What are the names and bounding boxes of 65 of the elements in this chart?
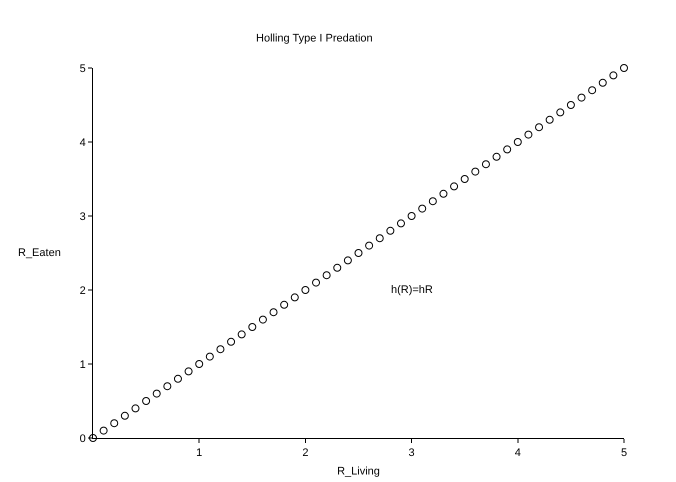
point (546, 116, 554, 124)
x-tick-label: 5 (620, 447, 628, 460)
point (566, 101, 575, 109)
point (439, 190, 448, 198)
point (588, 86, 596, 94)
point (110, 419, 118, 428)
point (152, 390, 161, 398)
point (428, 197, 437, 206)
point (492, 152, 501, 161)
point (206, 352, 214, 361)
x-tick-label: 4 (514, 447, 521, 460)
point (609, 71, 618, 80)
point (460, 175, 469, 183)
x-tick-label: 2 (302, 447, 308, 460)
point (503, 145, 512, 154)
point (524, 130, 532, 139)
y-tick-label: 3 (80, 210, 86, 223)
point (120, 412, 129, 420)
y-tick-label: 1 (80, 358, 86, 371)
y-tick-label: 5 (80, 62, 86, 75)
point (216, 345, 224, 354)
y-tick-label: 4 (80, 136, 86, 149)
point (482, 160, 490, 168)
point (514, 138, 522, 146)
point (386, 226, 394, 235)
point (578, 94, 586, 102)
point (312, 278, 320, 287)
point (376, 234, 384, 242)
point (620, 64, 628, 72)
point (450, 182, 458, 190)
point (227, 338, 236, 346)
point (270, 308, 278, 316)
point (100, 426, 108, 435)
point (344, 256, 352, 264)
point (238, 330, 246, 338)
point (354, 249, 362, 257)
point (280, 300, 288, 309)
point (163, 382, 172, 390)
point (322, 271, 331, 280)
point (598, 78, 607, 87)
chart-title: Holling Type I Predation (256, 32, 373, 44)
point (174, 374, 182, 383)
point (408, 212, 416, 220)
point (418, 204, 426, 213)
point (195, 360, 204, 368)
point (365, 242, 374, 250)
y-axis-title: R_Eaten (18, 247, 61, 259)
point (258, 316, 267, 324)
x-axis-title: R_Living (337, 465, 380, 478)
point (184, 367, 193, 376)
point (535, 123, 544, 132)
x-tick-label: 3 (408, 447, 415, 460)
point (556, 108, 564, 116)
point (142, 397, 150, 405)
point (290, 293, 299, 302)
point (131, 404, 140, 412)
y-tick-label: 2 (80, 284, 86, 297)
y-tick-label: 0 (80, 432, 86, 445)
point (301, 286, 310, 294)
point (471, 168, 480, 176)
annotation: h(R)=hR (391, 284, 433, 296)
point (248, 323, 256, 331)
x-tick-label: 1 (196, 447, 202, 460)
point (396, 219, 405, 228)
point (333, 264, 342, 272)
